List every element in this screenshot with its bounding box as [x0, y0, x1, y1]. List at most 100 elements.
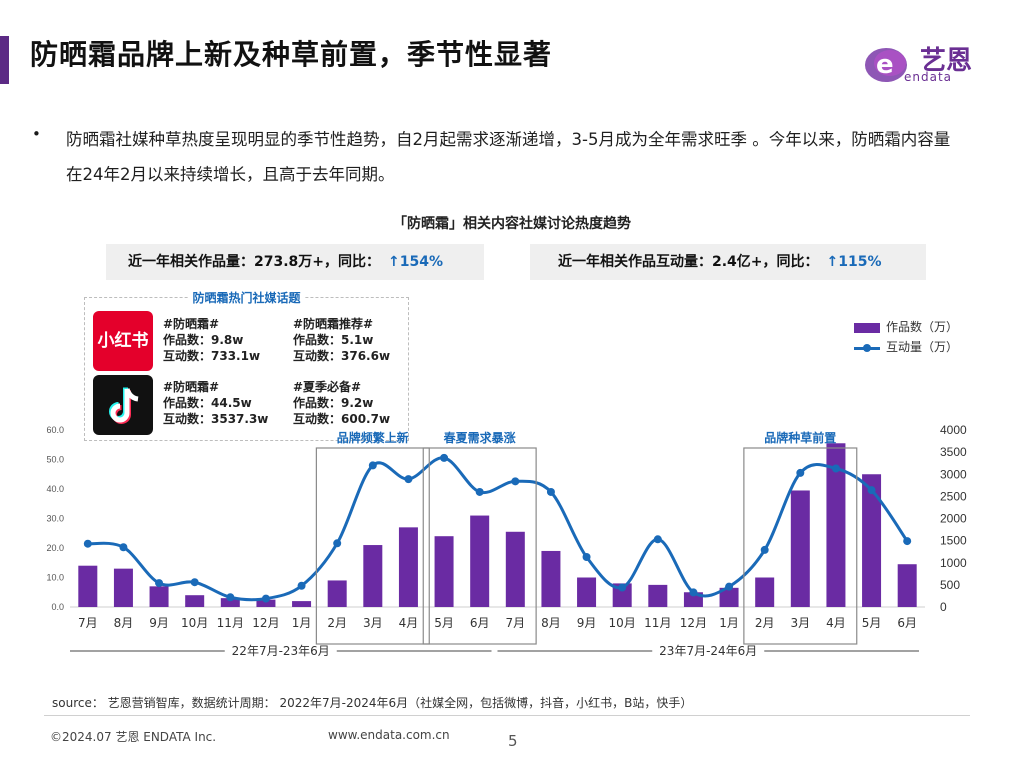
line-point [582, 552, 591, 561]
bar [113, 568, 133, 607]
footer-divider [44, 715, 970, 716]
footer-website: www.endata.com.cn [328, 728, 450, 742]
y-left-tick-label: 60.0 [46, 425, 64, 435]
logo-text: 艺恩 [920, 46, 973, 76]
bar [398, 527, 418, 607]
bar [755, 577, 775, 607]
interaction-stat-box: 近一年相关作品互动量：2.4亿+，同比： ↑115% [530, 244, 926, 280]
topic-item: #夏季必备# 作品数：9.2w 互动数：600.7w [293, 380, 391, 426]
page-title: 防晒霜品牌上新及种草前置，季节性显著 [30, 38, 553, 71]
annotation-box [743, 447, 858, 645]
annotation-label: 品牌频繁上新 [337, 430, 409, 445]
line-point [903, 537, 912, 546]
bar [862, 474, 882, 607]
line-point [297, 581, 306, 590]
bar [434, 536, 454, 607]
annotation-box [315, 447, 430, 645]
xiaohongshu-icon: 小红书 [93, 311, 153, 371]
line-point [440, 453, 449, 462]
x-tick-label: 9月 [577, 616, 597, 630]
line-point [725, 582, 734, 591]
bar [149, 586, 169, 607]
line-point [119, 543, 128, 552]
logo-subtext: endata [904, 70, 953, 84]
x-tick-label: 5月 [862, 616, 882, 630]
x-tick-label: 10月 [181, 616, 208, 630]
source-note: source： 艺恩营销智库，数据统计周期： 2022年7月-2024年6月（社… [52, 696, 693, 710]
interaction-yoy: ↑115% [826, 254, 882, 270]
bar [648, 584, 668, 607]
title-accent-bar [0, 36, 9, 84]
bar [577, 577, 597, 607]
x-tick-label: 11月 [644, 616, 671, 630]
endata-logo: e 艺恩 endata [862, 42, 992, 90]
y-right-tick-label: 2500 [940, 489, 967, 503]
y-left-tick-label: 40.0 [46, 484, 64, 494]
y-right-tick-label: 3500 [940, 445, 967, 459]
y-left-tick-label: 50.0 [46, 455, 64, 465]
bar [719, 587, 739, 607]
x-tick-label: 1月 [719, 616, 739, 630]
y-left-tick-label: 20.0 [46, 543, 64, 553]
line-point [190, 578, 199, 587]
y-right-tick-label: 3000 [940, 467, 967, 481]
legend-item-line: 互动量（万） [854, 337, 958, 357]
x-tick-label: 8月 [541, 616, 561, 630]
topic-item: #防晒霜# 作品数：9.8w 互动数：733.1w [163, 317, 261, 363]
line-point [618, 583, 627, 592]
description-text: 防晒霜社媒种草热度呈现明显的季节性趋势，自2月起需求逐渐递增，3-5月成为全年需… [66, 130, 951, 184]
bar [470, 515, 490, 607]
y-right-tick-label: 1000 [940, 556, 967, 570]
bar [505, 531, 525, 607]
topic-item: #防晒霜# 作品数：44.5w 互动数：3537.3w [163, 380, 269, 426]
y-right-tick-label: 1500 [940, 534, 967, 548]
x-tick-label: 2月 [755, 616, 775, 630]
period-label: 22年7月-23年6月 [232, 644, 330, 658]
works-stat-label: 近一年相关作品量：273.8万+，同比： [128, 254, 381, 270]
line-point [404, 475, 413, 484]
y-right-tick-label: 2000 [940, 512, 967, 526]
works-yoy: ↑154% [388, 254, 443, 270]
douyin-icon [93, 375, 153, 435]
line-point [155, 579, 164, 588]
bar [612, 583, 632, 607]
svg-text:e: e [876, 50, 894, 80]
works-stat-box: 近一年相关作品量：273.8万+，同比： ↑154% [106, 244, 484, 280]
annotation-box [422, 447, 537, 645]
annotation-label: 春夏需求暴涨 [443, 430, 516, 445]
x-tick-label: 7月 [78, 616, 98, 630]
period-label: 23年7月-24年6月 [659, 644, 757, 658]
line-point [831, 464, 840, 473]
y-right-tick-label: 4000 [940, 423, 967, 437]
footer-copyright: ©2024.07 艺恩 ENDATA Inc. [50, 730, 217, 744]
line-point [546, 487, 555, 496]
x-tick-label: 9月 [149, 616, 169, 630]
legend-item-bar: 作品数（万） [854, 317, 958, 337]
y-right-tick-label: 500 [940, 578, 960, 592]
bar [78, 565, 98, 607]
y-left-tick-label: 30.0 [46, 514, 64, 524]
topic-item: #防晒霜推荐# 作品数：5.1w 互动数：376.6w [293, 317, 391, 363]
line-point [226, 593, 235, 602]
line-point [511, 477, 520, 486]
x-tick-label: 4月 [399, 616, 419, 630]
line-point [261, 594, 270, 603]
hot-topics-title: 防晒霜热门社媒话题 [85, 289, 408, 306]
bullet-icon: • [32, 125, 41, 143]
trend-chart: 0.0 10.0 20.0 30.0 40.0 50.0 60.0 0 500 1000 1500 2… [46, 423, 967, 658]
bar [327, 580, 347, 607]
x-tick-label: 2月 [327, 616, 347, 630]
line-point [475, 487, 484, 496]
bar [790, 490, 810, 607]
x-tick-label: 12月 [680, 616, 707, 630]
hot-topics-panel: 防晒霜热门社媒话题 小红书 #防晒霜# 作品数：9.8w 互动数：733.1w #防… [84, 291, 409, 441]
x-tick-label: 11月 [217, 616, 244, 630]
bar [185, 595, 205, 607]
line-point [83, 539, 92, 548]
y-left-tick-label: 0.0 [51, 602, 64, 612]
line-point [689, 588, 698, 597]
chart-title: 「防晒霜」相关内容社媒讨论热度趋势 [393, 216, 631, 232]
x-tick-label: 6月 [897, 616, 917, 630]
x-tick-label: 12月 [252, 616, 279, 630]
chart-legend: 作品数（万） 互动量（万） [854, 317, 958, 357]
